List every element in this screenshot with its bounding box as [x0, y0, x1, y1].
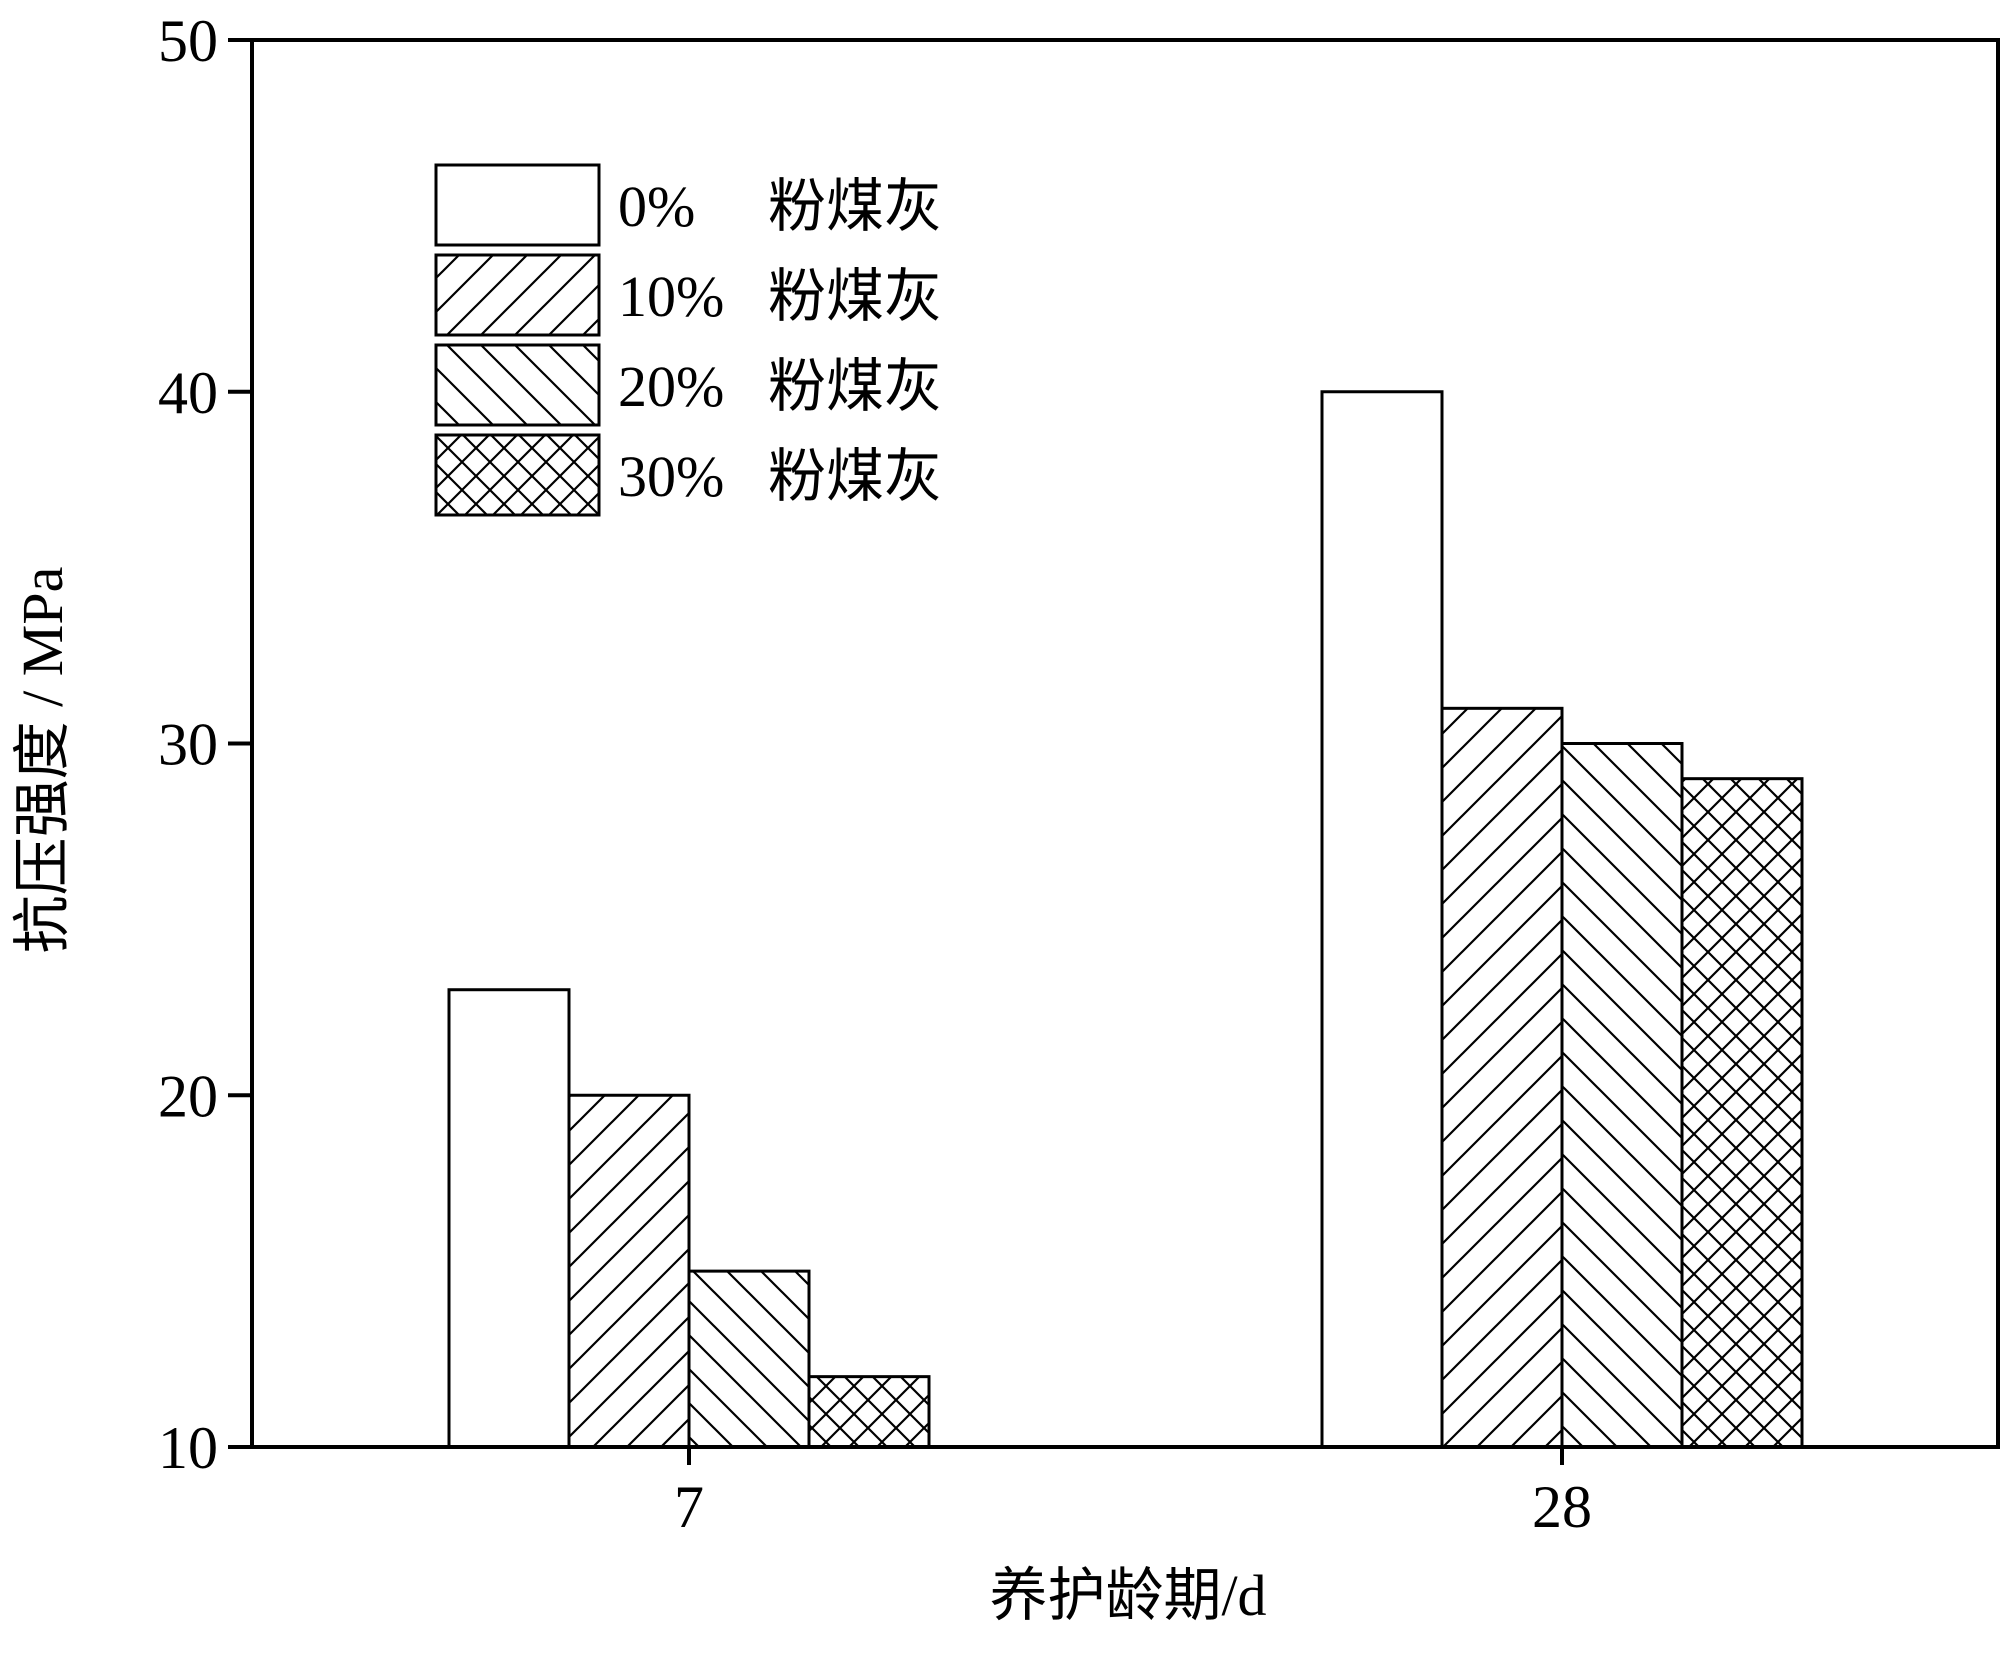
legend-swatch-20pct	[434, 343, 601, 427]
legend-suffix-30pct: 粉煤灰	[768, 444, 942, 509]
y-tick-label-20: 20	[158, 1063, 218, 1129]
legend-swatch-30pct	[434, 433, 601, 517]
bar-30pct-28	[1680, 777, 1804, 1449]
legend-label-0pct: 0%	[618, 174, 695, 239]
bar-0pct-7	[447, 988, 571, 1449]
y-tick-label-40: 40	[158, 360, 218, 426]
legend-label-10pct: 10%	[618, 264, 724, 329]
bar-20pct-7	[687, 1269, 811, 1449]
y-tick-label-10: 10	[158, 1415, 218, 1481]
y-tick-label-50: 50	[158, 8, 218, 74]
y-tick-label-30: 30	[158, 712, 218, 778]
x-tick-label-28: 28	[1532, 1474, 1592, 1540]
legend-label-20pct: 20%	[618, 354, 724, 419]
bar-10pct-28	[1440, 706, 1564, 1449]
x-axis-title: 养护龄期/d	[989, 1563, 1266, 1628]
legend-suffix-20pct: 粉煤灰	[768, 354, 942, 419]
legend-suffix-10pct: 粉煤灰	[768, 264, 942, 329]
bar-20pct-28	[1560, 742, 1684, 1449]
legend-label-30pct: 30%	[618, 444, 724, 509]
axes-group: 10 20 30 40 50 7 28	[158, 8, 2000, 1540]
bars-group	[447, 390, 1804, 1449]
bar-10pct-7	[567, 1093, 691, 1449]
x-tick-label-7: 7	[674, 1474, 704, 1540]
legend-swatch-0pct	[434, 163, 601, 247]
bar-30pct-7	[807, 1375, 931, 1449]
y-axis-title: 抗压强度 / MPa	[10, 567, 75, 954]
legend-swatch-10pct	[434, 253, 601, 337]
legend: 0% 粉煤灰 10% 粉煤灰 20% 粉煤灰 30% 粉煤灰	[434, 163, 942, 517]
legend-suffix-0pct: 粉煤灰	[768, 174, 942, 239]
bar-0pct-28	[1320, 390, 1444, 1449]
